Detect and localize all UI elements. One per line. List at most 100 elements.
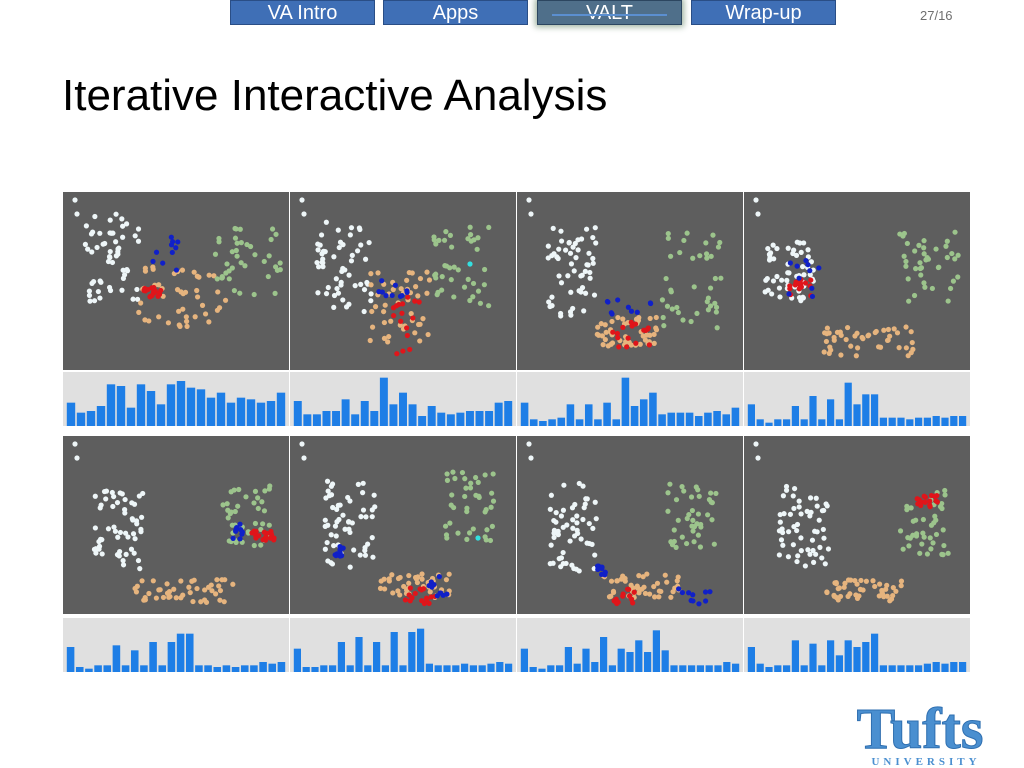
scatter-point bbox=[766, 257, 773, 263]
scatter-point bbox=[609, 318, 615, 325]
scatter-point bbox=[660, 314, 666, 321]
scatter-plot[interactable] bbox=[290, 436, 516, 614]
scatter-point bbox=[778, 537, 785, 543]
tab-va-intro[interactable]: VA Intro bbox=[230, 0, 375, 25]
histogram-bar bbox=[250, 665, 258, 672]
scatter-plot[interactable] bbox=[744, 192, 970, 370]
scatter-point bbox=[626, 339, 632, 345]
scatter-point bbox=[927, 498, 933, 504]
scatter-plot[interactable] bbox=[744, 436, 970, 614]
histogram-bar bbox=[103, 665, 112, 672]
scatter-plot[interactable] bbox=[63, 192, 289, 370]
histogram[interactable] bbox=[63, 372, 289, 426]
histogram[interactable] bbox=[290, 618, 516, 672]
scatter-point bbox=[901, 253, 907, 259]
scatter-point bbox=[333, 533, 339, 539]
scatter-point bbox=[903, 345, 909, 351]
scatter-point bbox=[92, 213, 98, 220]
scatter-point bbox=[333, 276, 339, 282]
scatter-point bbox=[573, 255, 579, 261]
tab-apps[interactable]: Apps bbox=[383, 0, 528, 25]
histogram-bar bbox=[950, 662, 958, 672]
scatter-point bbox=[566, 240, 572, 246]
scatter-point bbox=[907, 535, 913, 541]
scatter-point bbox=[258, 542, 264, 548]
scatter-point bbox=[369, 507, 375, 513]
scatter-point bbox=[362, 256, 369, 262]
scatter-point bbox=[194, 287, 200, 294]
histogram-bar bbox=[600, 637, 608, 672]
scatter-plot[interactable] bbox=[517, 436, 743, 614]
scatter-point bbox=[100, 241, 106, 247]
scatter-plot[interactable] bbox=[63, 436, 289, 614]
scatter-point bbox=[427, 589, 433, 595]
scatter-point bbox=[346, 526, 352, 532]
scatter-point bbox=[770, 242, 776, 248]
histogram[interactable] bbox=[517, 372, 743, 426]
scatter-point bbox=[325, 558, 331, 564]
tab-wrap-up[interactable]: Wrap-up bbox=[691, 0, 836, 25]
scatter-point bbox=[120, 557, 126, 564]
histogram-bar bbox=[399, 392, 407, 426]
histogram-bar bbox=[557, 417, 566, 426]
histogram-bar bbox=[897, 665, 905, 672]
scatter-point bbox=[798, 535, 804, 541]
scatter-point bbox=[237, 226, 243, 232]
scatter-point bbox=[921, 245, 927, 251]
scatter-point bbox=[929, 285, 935, 292]
histogram[interactable] bbox=[290, 372, 516, 426]
histogram-bar bbox=[75, 667, 84, 672]
scatter-point bbox=[150, 264, 156, 270]
histogram[interactable] bbox=[744, 618, 970, 672]
histogram-bar bbox=[879, 665, 887, 672]
scatter-point bbox=[251, 542, 257, 549]
scatter-point bbox=[224, 501, 230, 507]
scatter-point bbox=[434, 593, 440, 599]
scatter-point bbox=[674, 304, 680, 311]
scatter-point bbox=[770, 278, 777, 284]
histogram-bar bbox=[818, 419, 826, 426]
tab-valt[interactable]: VALT bbox=[537, 0, 682, 25]
scatter-point bbox=[816, 265, 822, 271]
tufts-university: UNIVERSITY bbox=[871, 756, 980, 768]
scatter-point bbox=[564, 522, 570, 528]
scatter-point bbox=[944, 238, 950, 244]
scatter-point bbox=[318, 232, 325, 238]
scatter-point bbox=[628, 319, 634, 325]
scatter-point bbox=[615, 314, 621, 321]
scatter-point bbox=[877, 581, 883, 587]
scatter-plot[interactable] bbox=[290, 192, 516, 370]
scatter-point bbox=[137, 566, 143, 572]
scatter-point bbox=[266, 522, 272, 528]
scatter-point bbox=[713, 304, 720, 310]
histogram[interactable] bbox=[517, 618, 743, 672]
scatter-point bbox=[592, 552, 598, 558]
scatter-point bbox=[810, 547, 816, 554]
histogram[interactable] bbox=[63, 618, 289, 672]
scatter-point bbox=[547, 506, 553, 512]
scatter-point bbox=[122, 530, 129, 536]
scatter-point bbox=[549, 303, 555, 309]
scatter-point bbox=[873, 328, 879, 335]
scatter-point bbox=[160, 594, 167, 601]
histogram[interactable] bbox=[744, 372, 970, 426]
histogram-bar bbox=[355, 637, 363, 672]
scatter-point bbox=[424, 290, 430, 296]
scatter-point bbox=[603, 329, 609, 335]
scatter-plot[interactable] bbox=[517, 192, 743, 370]
scatter-point bbox=[933, 517, 939, 523]
scatter-point bbox=[366, 239, 372, 246]
scatter-point bbox=[790, 542, 796, 548]
scatter-point bbox=[787, 260, 793, 266]
scatter-point bbox=[408, 311, 414, 317]
tab-va-intro-label: VA Intro bbox=[267, 2, 338, 24]
scatter-point bbox=[251, 500, 257, 506]
histogram-bar bbox=[862, 394, 870, 426]
scatter-point bbox=[381, 576, 387, 582]
scatter-point bbox=[936, 264, 942, 270]
scatter-point bbox=[337, 553, 343, 559]
scatter-point bbox=[896, 345, 902, 351]
scatter-point bbox=[120, 223, 126, 229]
scatter-point bbox=[656, 594, 662, 600]
scatter-point bbox=[194, 585, 200, 592]
